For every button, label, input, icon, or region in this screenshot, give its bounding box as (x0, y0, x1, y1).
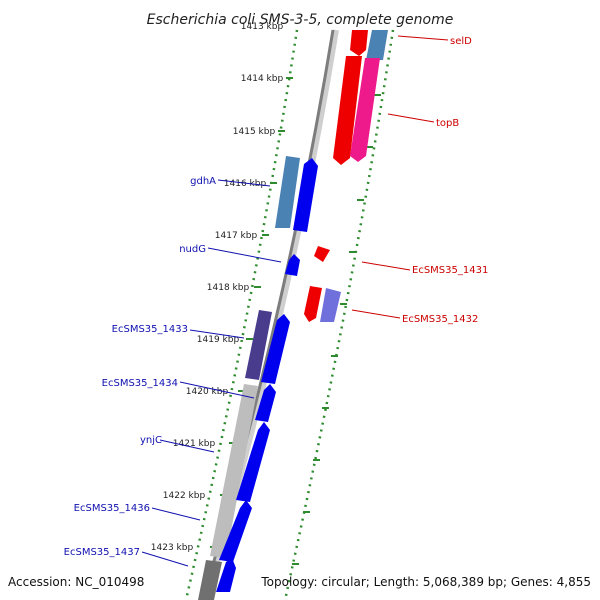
gene-label-nudG[interactable]: nudG (179, 244, 206, 255)
gene-gdhA[interactable] (275, 156, 318, 232)
kbp-label: 1422 kbp (163, 491, 206, 501)
reverse-leader-lines (351, 35, 449, 319)
kbp-label: 1416 kbp (224, 179, 267, 189)
gene-label-EcSMS35-1437[interactable]: EcSMS35_1437 (64, 547, 140, 558)
gene-arrow (320, 288, 341, 322)
kbp-label: 1423 kbp (151, 543, 194, 553)
gene-label-selD[interactable]: selD (450, 36, 472, 47)
kbp-label: 1417 kbp (215, 231, 258, 241)
gene-arrow (216, 558, 236, 592)
kbp-label: 1419 kbp (197, 335, 240, 345)
gene-arrow (261, 314, 290, 384)
gene-arrow (236, 422, 270, 502)
gene-label-EcSMS35-1431[interactable]: EcSMS35_1431 (412, 265, 488, 276)
gene-label-EcSMS35-1432[interactable]: EcSMS35_1432 (402, 314, 478, 325)
gene-label-EcSMS35-1433[interactable]: EcSMS35_1433 (112, 324, 188, 335)
topology-text: Topology: circular; Length: 5,068,389 bp… (261, 575, 591, 589)
gene-arrow (210, 384, 258, 558)
gene-EcSMS35-1437[interactable] (198, 558, 236, 600)
outer-tick-track (283, 29, 395, 600)
gene-label-gdhA[interactable]: gdhA (190, 176, 216, 187)
kbp-label: 1420 kbp (186, 387, 229, 397)
gene-EcSMS35-1436[interactable] (219, 500, 252, 562)
gene-arrow (275, 156, 300, 228)
gene-nudG[interactable] (285, 254, 300, 276)
gene-label-EcSMS35-1436[interactable]: EcSMS35_1436 (74, 503, 150, 514)
gene-arrow (366, 30, 388, 60)
gene-ynjC[interactable] (210, 384, 270, 558)
gene-arrow (293, 158, 318, 232)
kbp-label: 1421 kbp (173, 439, 216, 449)
gene-arrow (219, 500, 252, 562)
gene-topB[interactable] (333, 56, 380, 165)
kbp-label: 1418 kbp (207, 283, 250, 293)
gene-arrow (198, 560, 222, 600)
kbp-label: 1413 kbp (241, 22, 284, 32)
gene-EcSMS35-1434[interactable] (255, 384, 276, 422)
forward-leader-lines (141, 179, 282, 567)
gene-label-topB[interactable]: topB (436, 118, 459, 129)
gene-arrow (245, 310, 272, 380)
gene-label-EcSMS35-1434[interactable]: EcSMS35_1434 (102, 378, 178, 389)
accession-text: Accession: NC_010498 (8, 575, 145, 589)
gene-arrow (314, 246, 330, 262)
gene-EcSMS35-1433[interactable] (245, 310, 290, 384)
gene-selD[interactable] (350, 30, 388, 60)
inner-tick-track (184, 29, 299, 600)
gene-arrow (350, 58, 380, 162)
gene-arrow (350, 30, 368, 56)
gene-EcSMS35-1431[interactable] (314, 246, 330, 262)
map-title: Escherichia coli SMS-3-5, complete genom… (147, 12, 454, 28)
gene-label-ynjC[interactable]: ynjC (140, 435, 162, 446)
kbp-label: 1414 kbp (241, 74, 284, 84)
gene-EcSMS35-1432[interactable] (304, 286, 341, 322)
gene-arrow (304, 286, 322, 322)
gene-arrow (333, 56, 362, 165)
gene-arrow (285, 254, 300, 276)
gene-arrow (255, 384, 276, 422)
kbp-label: 1415 kbp (233, 127, 276, 137)
